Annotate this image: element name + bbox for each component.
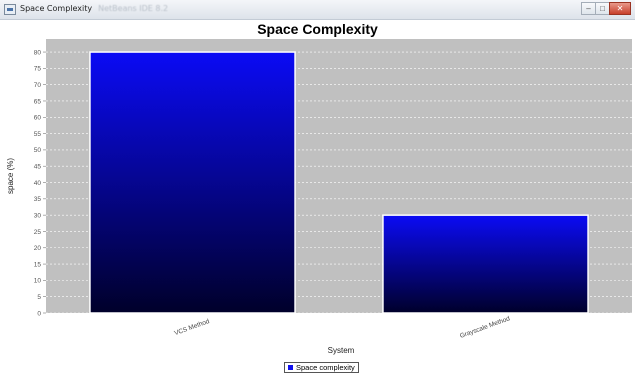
y-tick-label: 55 (34, 131, 42, 138)
y-tick-label: 30 (34, 212, 42, 219)
y-tick-label: 70 (34, 82, 42, 89)
y-tick-label: 5 (37, 294, 41, 301)
bar-vcs-method (89, 51, 296, 314)
legend: Space complexity (284, 362, 359, 373)
y-tick-label: 60 (34, 115, 42, 122)
x-axis-labels: VCS Method Grayscale Method (173, 315, 511, 340)
x-axis-label: System (328, 346, 355, 355)
window-title-subtitle: NetBeans IDE 8.2 (98, 4, 169, 13)
y-tick-label: 20 (34, 245, 42, 252)
y-axis-label: space (%) (6, 158, 15, 194)
x-category-label: Grayscale Method (459, 315, 511, 340)
app-window-icon (4, 4, 16, 15)
y-tick-label: 0 (37, 310, 41, 317)
y-tick-label: 50 (34, 147, 42, 154)
bar-grayscale-method (382, 214, 589, 314)
y-tick-label: 45 (34, 164, 42, 171)
chart-title: Space Complexity (257, 21, 378, 37)
x-category-label: VCS Method (173, 318, 210, 337)
window-title-text: Space Complexity (20, 4, 93, 13)
y-axis-ticks: 0 5 10 15 20 25 30 35 40 45 50 55 60 65 70 75 80 (34, 49, 46, 317)
y-tick-label: 10 (34, 278, 42, 285)
y-tick-label: 80 (34, 49, 42, 56)
bars (89, 51, 589, 314)
y-tick-label: 15 (34, 261, 42, 268)
y-tick-label: 65 (34, 98, 42, 105)
y-tick-label: 25 (34, 229, 42, 236)
y-tick-label: 75 (34, 66, 42, 73)
window-titlebar: Space Complexity NetBeans IDE 8.2 – □ ✕ (0, 0, 635, 20)
y-tick-label: 40 (34, 180, 42, 187)
y-tick-label: 35 (34, 196, 42, 203)
window-title: Space Complexity NetBeans IDE 8.2 (20, 4, 168, 13)
window-controls: – □ ✕ (581, 2, 631, 16)
legend-swatch (288, 365, 293, 370)
legend-label: Space complexity (296, 363, 355, 372)
close-icon[interactable]: ✕ (609, 2, 631, 15)
